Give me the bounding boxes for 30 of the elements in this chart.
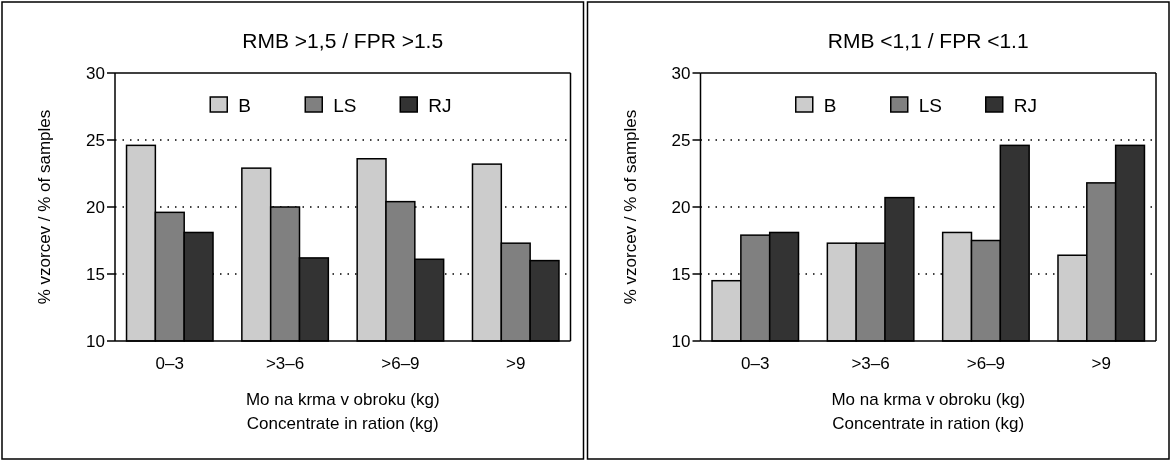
y-tick-label: 30 bbox=[671, 63, 691, 83]
x-axis-title: Mo na krma v obroku (kg) Concentrate in ration (kg) bbox=[831, 390, 1026, 433]
legend-label: RJ bbox=[1013, 94, 1037, 116]
y-tick-label: 20 bbox=[86, 197, 105, 217]
y-axis-title: % vzorcev / % of samples bbox=[35, 109, 54, 305]
y-tick-label: 25 bbox=[671, 130, 691, 150]
x-tick-label: >3–6 bbox=[265, 354, 305, 373]
y-tick-label: 15 bbox=[671, 264, 691, 284]
y-tick-label: 30 bbox=[86, 63, 105, 83]
x-tick-label: >6–9 bbox=[966, 354, 1006, 373]
legend-label: B bbox=[238, 94, 251, 116]
chart-title: RMB <1,1 / FPR <1.1 bbox=[827, 29, 1029, 52]
x-tick-label: 0–3 bbox=[741, 354, 770, 373]
x-tick-label: 0–3 bbox=[155, 354, 184, 373]
x-tick-label: >9 bbox=[506, 354, 526, 373]
chart-title: RMB >1,5 / FPR >1.5 bbox=[242, 29, 444, 52]
y-tick-label: 20 bbox=[671, 197, 691, 217]
y-tick-label: 10 bbox=[671, 331, 691, 351]
x-tick-label: >3–6 bbox=[851, 354, 890, 373]
y-axis-title: % vzorcev / % of samples bbox=[620, 109, 640, 305]
legend-label: RJ bbox=[428, 94, 452, 116]
x-axis-title: Mo na krma v obroku (kg) Concentrate in ration (kg) bbox=[245, 390, 440, 433]
legend-label: LS bbox=[918, 94, 942, 116]
y-tick-label: 15 bbox=[86, 264, 105, 284]
legend-label: LS bbox=[333, 94, 357, 116]
x-tick-label: >6–9 bbox=[381, 354, 420, 373]
y-tick-label: 10 bbox=[86, 331, 105, 351]
x-tick-label: >9 bbox=[1091, 354, 1111, 373]
y-tick-label: 25 bbox=[86, 130, 105, 150]
legend-label: B bbox=[823, 94, 837, 116]
